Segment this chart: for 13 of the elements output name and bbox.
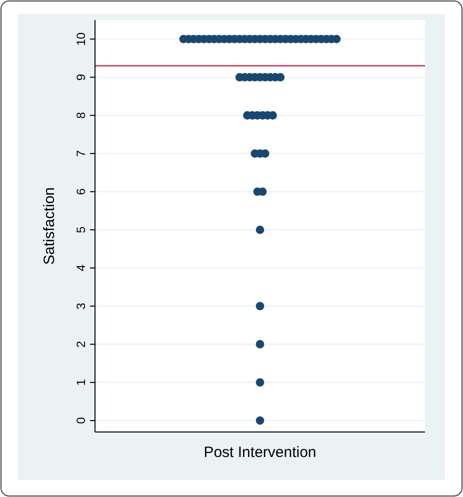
y-tick-label: 7	[74, 150, 88, 157]
y-tick-label: 1	[74, 378, 88, 386]
y-tick-label: 6	[74, 188, 88, 196]
y-tick-label: 8	[74, 112, 88, 119]
y-axis-title: Satisfaction	[41, 187, 58, 265]
y-tick-label: 0	[74, 416, 88, 424]
y-tick-label: 2	[74, 340, 88, 348]
y-tick-label: 4	[74, 264, 88, 272]
y-tick-label: 3	[74, 302, 88, 310]
y-tick-label: 5	[74, 226, 88, 234]
y-tick-label: 10	[74, 32, 88, 46]
y-tick-label: 9	[74, 74, 88, 81]
x-tick-label: Post Intervention	[204, 444, 316, 461]
